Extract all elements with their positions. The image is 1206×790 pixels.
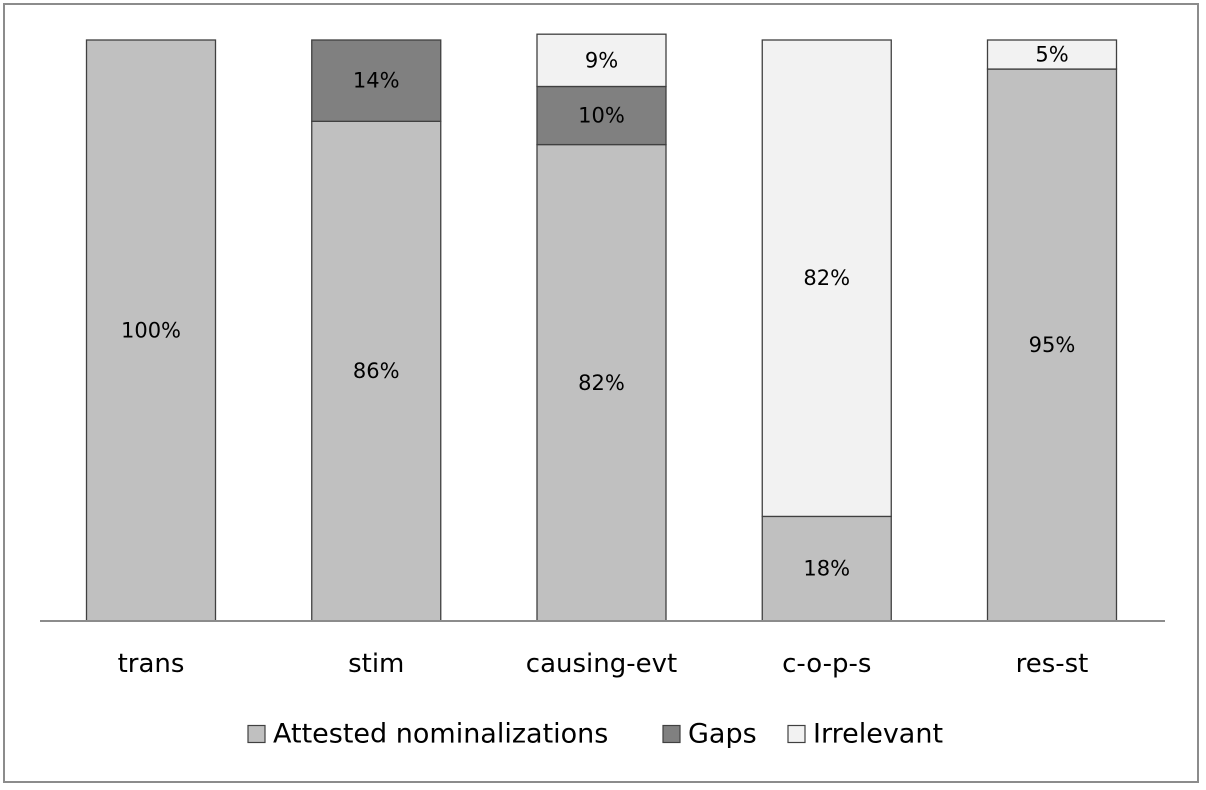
data-label-res-st-attested-nominalizations: 95% <box>1029 333 1076 357</box>
bar-segment-c-o-p-s-irrelevant <box>761 39 892 518</box>
data-labels-layer: 100% 86% 14% 82% 10% 9% 18% 82% 95% 5% <box>121 43 1075 581</box>
data-label-trans-attested-nominalizations: 100% <box>121 319 181 343</box>
bar-segment-res-st-irrelevant <box>986 39 1118 70</box>
bar-segment-c-o-p-s-attested-nominalizations <box>761 515 892 622</box>
legend-swatch-attested-nominalizations <box>247 724 266 744</box>
legend-item-attested-nominalizations: Attested nominalizations <box>247 719 608 750</box>
legend-swatch-gaps <box>662 724 681 744</box>
bar-segment-causing-evt-gaps <box>536 85 667 146</box>
category-label-causing-evt: causing-evt <box>526 649 677 679</box>
data-label-c-o-p-s-attested-nominalizations: 18% <box>803 557 850 581</box>
legend-item-gaps: Gaps <box>662 719 757 750</box>
category-label-c-o-p-s: c-o-p-s <box>782 649 871 679</box>
data-label-causing-evt-attested-nominalizations: 82% <box>578 371 625 395</box>
legend-label-irrelevant: Irrelevant <box>813 719 943 750</box>
category-labels-layer: trans stim causing-evt c-o-p-s res-st <box>118 649 1089 679</box>
bar-segment-stim-gaps <box>311 39 442 122</box>
bar-segment-causing-evt-irrelevant <box>536 33 667 88</box>
legend-item-irrelevant: Irrelevant <box>787 719 943 750</box>
legend-label-gaps: Gaps <box>688 719 757 750</box>
category-label-trans: trans <box>118 649 185 679</box>
category-label-stim: stim <box>348 649 404 679</box>
legend-swatch-irrelevant <box>787 724 806 744</box>
bars-layer <box>85 33 1118 622</box>
data-label-stim-gaps: 14% <box>353 69 400 93</box>
bar-segment-res-st-attested-nominalizations <box>986 68 1118 622</box>
bar-segment-trans-attested-nominalizations <box>85 39 217 622</box>
data-label-causing-evt-irrelevant: 9% <box>585 48 618 72</box>
data-label-stim-attested-nominalizations: 86% <box>353 359 400 383</box>
data-label-c-o-p-s-irrelevant: 82% <box>803 266 850 290</box>
data-label-res-st-irrelevant: 5% <box>1035 43 1068 67</box>
bar-segment-causing-evt-attested-nominalizations <box>536 143 667 622</box>
legend: Attested nominalizations Gaps Irrelevant <box>247 719 943 750</box>
category-label-res-st: res-st <box>1016 649 1089 679</box>
data-label-causing-evt-gaps: 10% <box>578 104 625 128</box>
legend-label-attested-nominalizations: Attested nominalizations <box>273 719 608 750</box>
